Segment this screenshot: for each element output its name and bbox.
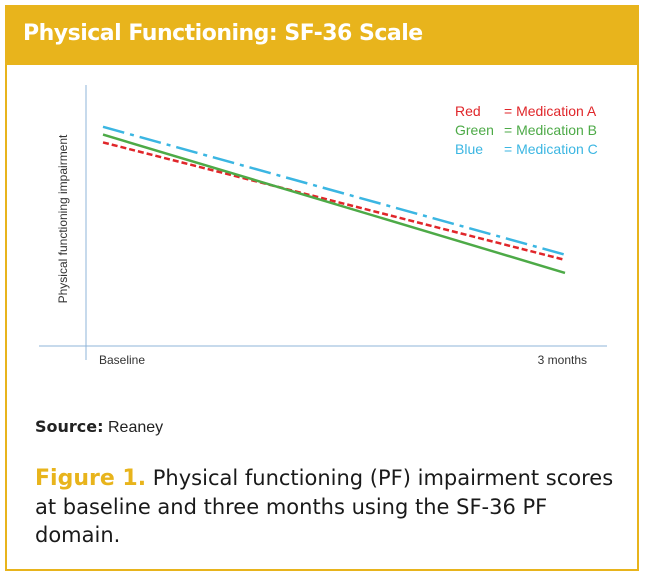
line-chart: Physical functioning impairment Baseline… [39,85,607,367]
figure-label: Figure 1. [35,466,147,491]
caption-text: Physical functioning (PF) impairment sco… [35,466,614,547]
figure-panel: Physical Functioning: SF-36 Scale Physic… [5,5,639,571]
series-line-medication-a [102,141,566,262]
panel-title: Physical Functioning: SF-36 Scale [23,21,423,46]
series-line-medication-c [102,125,566,256]
y-axis-label: Physical functioning impairment [56,134,70,303]
legend-color-blue: Blue [455,141,483,157]
legend-label-blue: = Medication C [504,141,598,157]
legend-color-green: Green [455,122,494,138]
source-text: Reaney [107,419,164,436]
source-line: Source: Reaney [35,417,163,437]
legend-color-red: Red [455,103,481,119]
source-label: Source: [35,417,104,436]
panel-header: Physical Functioning: SF-36 Scale [7,7,637,65]
x-tick-label-3-months: 3 months [538,353,587,367]
series-line-medication-b [102,133,566,275]
legend: Red = Medication A Green = Medication B … [455,103,598,157]
series-layer [102,125,566,275]
x-tick-label-baseline: Baseline [99,353,145,367]
figure-caption: Figure 1. Physical functioning (PF) impa… [35,464,615,549]
legend-label-green: = Medication B [504,122,597,138]
legend-label-red: = Medication A [504,103,597,119]
